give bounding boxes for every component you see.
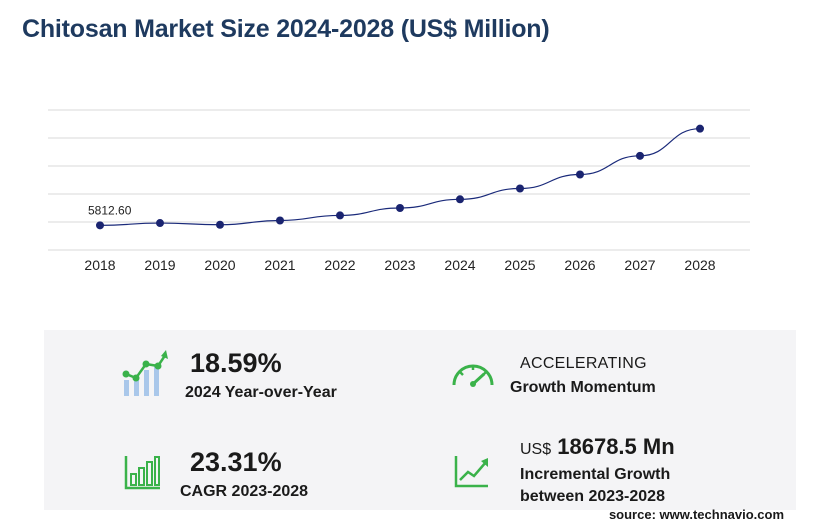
series-markers <box>96 124 704 230</box>
data-labels: 5812.60 <box>88 203 132 217</box>
gridlines <box>48 109 750 251</box>
data-point <box>576 170 584 179</box>
trend-up-icon <box>454 454 490 488</box>
x-tick-label: 2026 <box>564 257 595 273</box>
yoy-label: 2024 Year-over-Year <box>185 384 337 401</box>
series-line <box>99 128 701 226</box>
x-tick-label: 2019 <box>144 257 175 273</box>
momentum-line1: ACCELERATING <box>520 355 647 372</box>
data-point <box>156 219 164 228</box>
chart-title: Chitosan Market Size 2024-2028 (US$ Mill… <box>22 15 550 43</box>
x-tick-label: 2022 <box>324 257 355 273</box>
x-tick-label: 2018 <box>84 257 115 273</box>
data-point <box>396 204 404 212</box>
data-point <box>636 151 644 160</box>
cagr-value: 23.31% <box>190 447 282 477</box>
data-point <box>276 216 284 225</box>
data-point <box>216 220 224 229</box>
x-tick-label: 2023 <box>384 257 415 273</box>
source-credit: source: www.technavio.com <box>608 507 784 522</box>
incremental-line1: Incremental Growth <box>520 466 671 483</box>
x-tick-label: 2024 <box>444 257 475 273</box>
x-tick-label: 2025 <box>504 257 535 273</box>
data-point <box>516 184 524 193</box>
x-tick-label: 2027 <box>624 257 655 273</box>
incremental-amount: 18678.5 Mn <box>557 434 675 459</box>
yoy-value: 18.59% <box>190 348 282 378</box>
cagr-label: CAGR 2023-2028 <box>180 483 309 500</box>
x-axis-ticks: 2018 2019 2020 2021 2022 2023 2024 2025 2026 2027… <box>84 257 715 273</box>
currency-prefix: US$ <box>520 441 552 458</box>
data-label: 5812.60 <box>88 203 132 217</box>
data-point <box>456 195 464 204</box>
x-tick-label: 2020 <box>204 257 235 273</box>
line-chart: 2018 2019 2020 2021 2022 2023 2024 2025 2026 2027… <box>48 109 750 273</box>
x-tick-label: 2021 <box>264 257 295 273</box>
speedometer-icon <box>450 358 496 388</box>
data-point <box>336 211 344 220</box>
data-point <box>696 124 704 133</box>
data-point <box>96 221 104 230</box>
incremental-value: US$ 18678.5 Mn <box>520 434 675 460</box>
incremental-line2: between 2023-2028 <box>520 488 665 505</box>
bar-chart-icon <box>124 454 162 490</box>
stats-panel: 18.59% 2024 Year-over-Year ACCELERATING … <box>44 330 796 510</box>
momentum-line2: Growth Momentum <box>510 379 656 396</box>
x-tick-label: 2028 <box>684 257 715 273</box>
rising-bars-icon <box>120 350 168 398</box>
